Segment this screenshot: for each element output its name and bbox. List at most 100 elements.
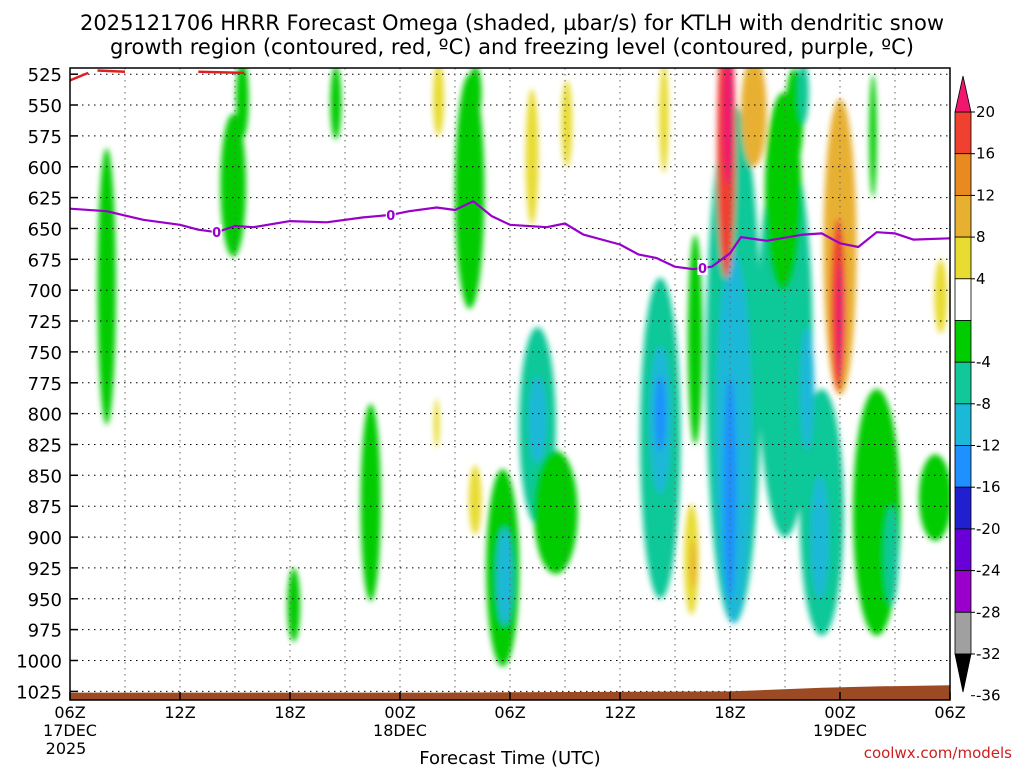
- y-tick-label-1025: 1025: [16, 682, 62, 703]
- y-tick-label-525: 525: [28, 65, 62, 86]
- colorbar-band--28: [954, 528, 972, 572]
- y-tick-label-850: 850: [28, 466, 62, 487]
- y-tick-label-800: 800: [28, 405, 62, 426]
- omega-region-14: [496, 527, 513, 626]
- omega-region-4: [455, 74, 485, 309]
- x-tick-year-0: 2025: [46, 739, 87, 758]
- y-tick-label-975: 975: [28, 621, 62, 642]
- freezing-level-label-0: 0: [212, 226, 221, 241]
- dendritic-growth-contour: [70, 69, 245, 82]
- y-tick-label-775: 775: [28, 374, 62, 395]
- dendritic-contour-2: [198, 70, 245, 75]
- omega-region-24: [659, 68, 669, 173]
- colorbar-label-4: 4: [976, 270, 986, 288]
- omega-region-10: [468, 465, 482, 535]
- omega-region-7: [287, 568, 301, 642]
- colorbar-label--20: -20: [976, 520, 1001, 538]
- omega-region-16: [528, 376, 547, 463]
- omega-region-3: [330, 68, 342, 140]
- y-tick-label-750: 750: [28, 343, 62, 364]
- colorbar-label--8: -8: [976, 395, 991, 413]
- omega-region-45: [934, 259, 948, 334]
- colorbar-label--4: -4: [976, 353, 991, 371]
- omega-region-11: [525, 88, 539, 225]
- omega-region-23: [690, 539, 697, 589]
- colorbar-label-8: 8: [976, 228, 986, 246]
- omega-region-12: [561, 80, 573, 167]
- colorbar-bottom-arrow: [954, 653, 972, 693]
- colorbar-label--16: -16: [976, 478, 1001, 496]
- x-tick-label-48: 06Z: [934, 703, 965, 722]
- omega-region-20: [654, 376, 666, 451]
- x-tick-label-42: 00Z: [824, 703, 855, 722]
- omega-region-39: [722, 68, 734, 186]
- x-tick-label-6: 12Z: [164, 703, 195, 722]
- x-tick-label-24: 06Z: [494, 703, 525, 722]
- freezing-level-line: [70, 200, 950, 271]
- y-tick-label-575: 575: [28, 127, 62, 148]
- omega-region-0: [97, 148, 116, 425]
- omega-region-40: [741, 68, 767, 167]
- omega-region-37: [918, 454, 950, 541]
- freezing-level-contour: 0 0 0: [70, 200, 950, 277]
- omega-region-6: [360, 403, 381, 602]
- omega-shading: [97, 68, 950, 667]
- x-tick-date-18: 18DEC: [373, 721, 427, 740]
- dendritic-contour-0: [70, 71, 89, 82]
- omega-region-21: [687, 234, 703, 445]
- omega-region-27: [723, 376, 737, 599]
- omega-region-5: [468, 68, 482, 120]
- colorbar-band-16: [954, 111, 972, 155]
- y-tick-label-725: 725: [28, 312, 62, 333]
- x-tick-label-30: 12Z: [604, 703, 635, 722]
- x-tick-label-18: 00Z: [384, 703, 415, 722]
- x-tick-label-12: 18Z: [274, 703, 305, 722]
- colorbar-band--36: [954, 611, 972, 655]
- x-tick-date-42: 19DEC: [813, 721, 867, 740]
- colorbar-band--8: [954, 320, 972, 363]
- omega-region-8: [433, 68, 444, 136]
- omega-region-9: [433, 398, 440, 449]
- colorbar-band--20: [954, 445, 972, 488]
- colorbar-label--28: -28: [976, 603, 1001, 621]
- y-tick-label-650: 650: [28, 220, 62, 241]
- x-tick-label-0: 06Z: [54, 703, 85, 722]
- colorbar-band-12: [954, 153, 972, 196]
- dendritic-contour-1: [97, 69, 126, 73]
- colorbar-label--24: -24: [976, 562, 1001, 580]
- gridlines: [70, 68, 950, 700]
- colorbar-label--36: -36: [976, 687, 1001, 705]
- freezing-level-label-1: 0: [386, 209, 395, 224]
- colorbar-band--4: [954, 278, 972, 321]
- y-tick-label-1000: 1000: [16, 652, 62, 673]
- y-axis: 525 550 575 600 625 650 675 700 725 750 775 800 825 8…: [16, 65, 78, 703]
- freezing-level-label-2: 0: [698, 262, 707, 277]
- colorbar-band-4: [954, 236, 972, 280]
- chart-title-line2: growth region (contoured, red, ºC) and f…: [110, 35, 914, 59]
- omega-region-36: [884, 506, 899, 605]
- omega-region-44: [869, 74, 877, 198]
- colorbar-band--24: [954, 486, 972, 530]
- y-tick-label-825: 825: [28, 436, 62, 457]
- y-tick-label-900: 900: [28, 528, 62, 549]
- colorbar-label-20: 20: [976, 103, 995, 121]
- x-tick-date-0: 17DEC: [43, 721, 97, 740]
- colorbar-label-12: 12: [976, 186, 995, 204]
- y-tick-label-925: 925: [28, 559, 62, 580]
- chart-title-line1: 2025121706 HRRR Forecast Omega (shaded, …: [80, 11, 944, 35]
- y-tick-label-675: 675: [28, 250, 62, 271]
- colorbar-label--32: -32: [976, 645, 1001, 663]
- credit-text: coolwx.com/models: [864, 744, 1012, 762]
- omega-region-34: [797, 68, 809, 124]
- omega-region-17: [533, 450, 578, 575]
- y-tick-label-875: 875: [28, 497, 62, 518]
- colorbar-band--32: [954, 570, 972, 613]
- x-axis-label: Forecast Time (UTC): [419, 748, 600, 768]
- y-tick-label-950: 950: [28, 590, 62, 611]
- y-tick-label-700: 700: [28, 281, 62, 302]
- colorbar-label--12: -12: [976, 437, 1001, 455]
- omega-region-32: [799, 327, 815, 451]
- omega-region-2: [235, 68, 249, 139]
